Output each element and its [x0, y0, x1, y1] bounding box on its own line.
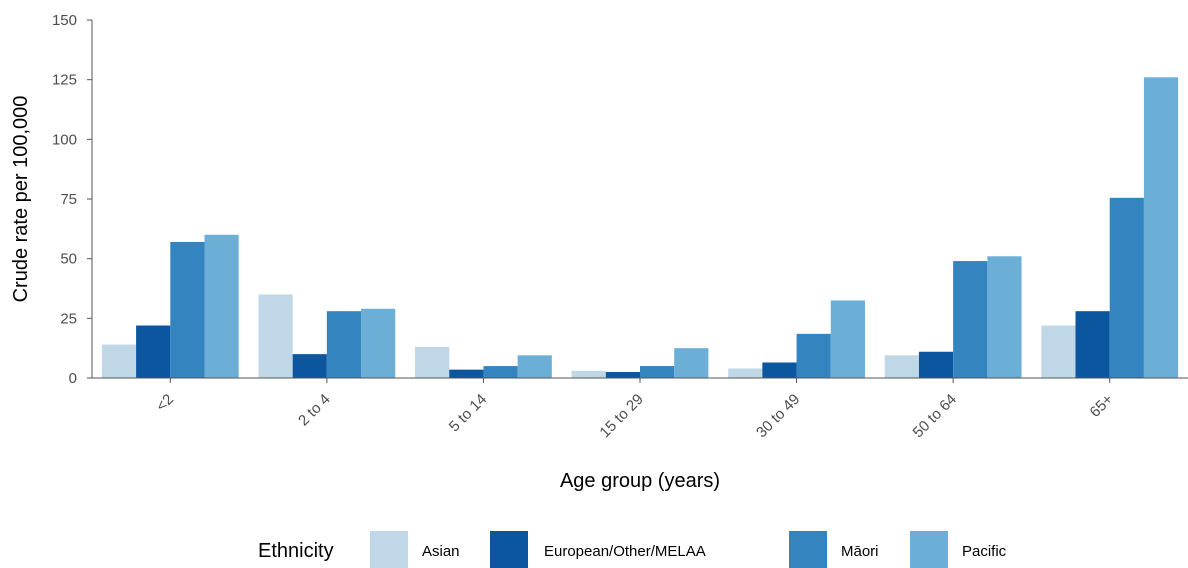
bar — [136, 325, 171, 378]
x-tick-label: <2 — [153, 391, 177, 415]
bar — [415, 346, 450, 378]
x-tick-label: 2 to 4 — [295, 391, 334, 430]
bar — [796, 333, 831, 378]
x-tick-label: 65+ — [1087, 391, 1117, 421]
bar — [517, 355, 552, 378]
bar — [258, 294, 293, 378]
bar — [918, 351, 954, 378]
y-tick-label: 100 — [52, 131, 77, 148]
bar — [640, 366, 675, 378]
x-axis-title: Age group (years) — [560, 470, 720, 492]
bar — [170, 241, 205, 378]
legend-swatch — [370, 531, 408, 568]
bar — [1109, 197, 1144, 378]
bar — [361, 308, 396, 378]
y-tick-label: 25 — [60, 310, 77, 327]
y-tick-label: 0 — [69, 370, 77, 387]
legend-label: Māori — [841, 543, 879, 560]
y-axis-title: Crude rate per 100,000 — [10, 96, 32, 303]
x-tick-label: 15 to 29 — [596, 391, 646, 441]
bars — [101, 77, 1179, 378]
legend-swatch — [789, 531, 827, 568]
legend: Ethnicity Asian European/Other/MELAA Māori… — [258, 531, 1007, 568]
bar — [204, 234, 239, 378]
y-tick-label: 150 — [52, 12, 77, 29]
bar — [830, 300, 865, 378]
bar — [674, 348, 709, 378]
bar — [101, 344, 137, 378]
bar — [571, 370, 606, 378]
legend-swatch — [910, 531, 948, 568]
y-tick-label: 50 — [60, 251, 77, 268]
bar — [449, 369, 484, 378]
bar — [1041, 325, 1076, 378]
legend-label: Pacific — [962, 543, 1007, 560]
bar — [292, 354, 327, 378]
y-tick-label: 125 — [52, 72, 77, 89]
y-axis-ticks: 0 25 50 75 100 125 150 — [52, 12, 92, 387]
legend-label: Asian — [422, 543, 460, 560]
bar — [884, 355, 919, 378]
legend-title: Ethnicity — [258, 540, 334, 562]
x-axis-ticks: <2 2 to 4 5 to 14 15 to 29 30 to 49 50 to 64 6… — [153, 378, 1117, 441]
bar — [326, 311, 362, 378]
legend-label: European/Other/MELAA — [544, 543, 706, 560]
bar — [605, 372, 640, 378]
bar — [762, 362, 797, 378]
bar — [483, 366, 518, 378]
x-tick-label: 5 to 14 — [446, 391, 490, 435]
y-tick-label: 75 — [60, 191, 77, 208]
bar — [1075, 311, 1110, 378]
bar — [728, 368, 763, 378]
bar — [953, 261, 988, 378]
legend-swatch — [490, 531, 528, 568]
bar — [1143, 77, 1179, 378]
bar — [987, 256, 1022, 378]
x-tick-label: 50 to 64 — [910, 391, 960, 441]
x-tick-label: 30 to 49 — [753, 391, 803, 441]
